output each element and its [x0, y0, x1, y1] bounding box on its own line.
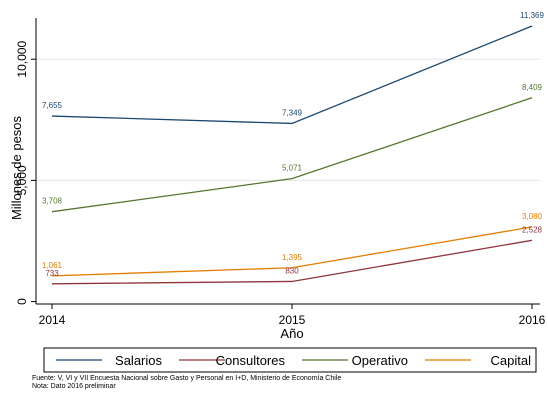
data-label-consultores-2015: 830 [285, 266, 299, 275]
y-ticks: 0 5,000 10,000 [15, 41, 36, 305]
legend-label-capital: Capital [491, 353, 532, 368]
y-tick-label-0: 0 [15, 298, 29, 305]
y-tick-label-1: 5,000 [15, 165, 29, 195]
x-tick-label-0: 2014 [39, 313, 66, 327]
data-label-capital-2014: 1,061 [42, 261, 63, 270]
series-line-operativo [51, 97, 533, 213]
series-lines [51, 25, 533, 285]
x-ticks: 2014 2015 2016 [39, 304, 546, 327]
y-tick-label-2: 10,000 [15, 41, 29, 78]
axes [35, 18, 540, 305]
y-axis-title: Millones de pesos [9, 115, 24, 220]
series-line-consultores [51, 239, 533, 285]
preliminary-note: Nota: Dato 2016 preliminar [32, 383, 116, 390]
data-label-operativo-2015: 5,071 [282, 164, 303, 173]
data-labels: 7,655 7,349 11,369 733 830 2,528 3,708 5,071 8,4… [42, 11, 545, 278]
data-label-operativo-2016: 8,409 [522, 83, 543, 92]
data-label-capital-2015: 1,395 [282, 253, 303, 262]
data-label-salarios-2014: 7,655 [42, 101, 63, 110]
source-note: Fuente: V, VI y VII Encuesta Nacional so… [32, 375, 342, 382]
x-axis-title: Año [280, 326, 303, 341]
x-tick-label-2: 2016 [519, 313, 546, 327]
legend-label-salarios: Salarios [115, 353, 162, 368]
legend-label-operativo: Operativo [352, 353, 408, 368]
x-tick-label-1: 2015 [279, 313, 306, 327]
gridlines [37, 58, 540, 181]
data-label-consultores-2016: 2,528 [522, 225, 543, 234]
legend: Salarios Consultores Operativo Capital [43, 347, 537, 373]
data-label-salarios-2016: 11,369 [520, 11, 544, 20]
data-label-salarios-2015: 7,349 [282, 108, 303, 117]
data-label-consultores-2014: 733 [45, 269, 59, 278]
data-label-capital-2016: 3,080 [522, 212, 543, 221]
series-line-capital [51, 226, 533, 277]
legend-label-consultores: Consultores [216, 353, 286, 368]
data-label-operativo-2014: 3,708 [42, 197, 63, 206]
series-line-salarios [51, 25, 533, 125]
